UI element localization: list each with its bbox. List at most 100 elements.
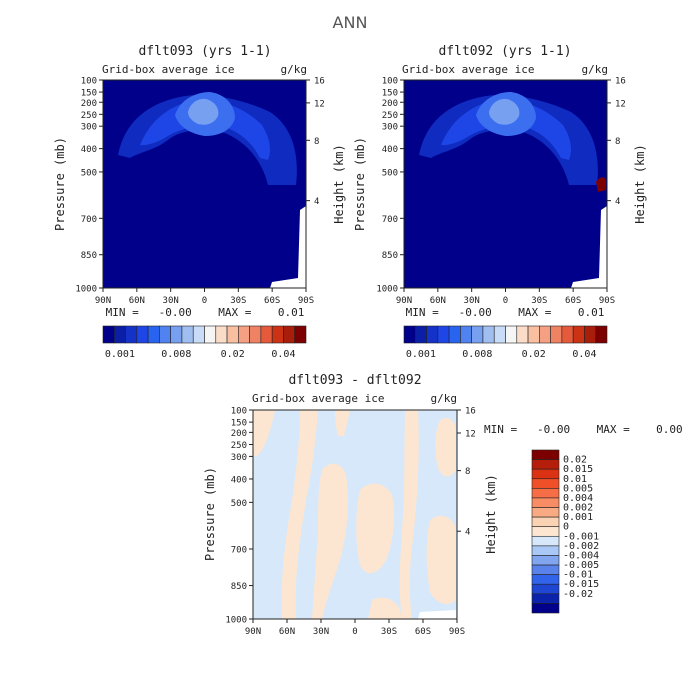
panel-2-rtick-label: 4 xyxy=(615,197,620,207)
panel-1-plot xyxy=(103,80,306,288)
panel-2-min-max: MIN = -0.00 MAX = 0.01 xyxy=(406,306,605,319)
panel-3-ytick-label: 700 xyxy=(231,545,247,555)
panel-2-colorbar-swatch xyxy=(573,326,584,343)
panel-1-colorbar-swatch xyxy=(103,326,114,343)
panel-1-ytick-label: 500 xyxy=(81,168,97,178)
panel-1-xtick-label: 90S xyxy=(298,296,314,306)
panel-3-colorbar-swatch xyxy=(532,450,559,460)
panel-1-rtick-label: 4 xyxy=(314,197,319,207)
panel-2-ytick-label: 700 xyxy=(382,215,398,225)
panel-3-colorbar-swatch xyxy=(532,488,559,498)
panel-1-ytick-label: 700 xyxy=(81,215,97,225)
panel-3-colorbar-swatch xyxy=(532,603,559,613)
panel-2-ytick-label: 150 xyxy=(382,89,398,99)
panel-3-positive-patch xyxy=(427,516,456,604)
panel-1-colorbar-swatch xyxy=(182,326,193,343)
panel-2-xtick-label: 90N xyxy=(396,296,412,306)
panel-1-colorbar-swatch xyxy=(193,326,204,343)
panel-2-colorbar-label: 0.02 xyxy=(522,349,546,360)
panel-1-ylabel: Pressure (mb) xyxy=(53,137,67,231)
panel-3-xtick-label: 60N xyxy=(279,627,295,637)
panel-3-xtick-label: 90S xyxy=(449,627,465,637)
panel-3-rtick-label: 4 xyxy=(465,528,470,538)
panel-2-colorbar-label: 0.04 xyxy=(572,349,596,360)
panel-1-ytick-label: 150 xyxy=(81,89,97,99)
panel-2-colorbar-swatch xyxy=(404,326,415,343)
panel-1-xtick-label: 0 xyxy=(202,296,207,306)
panel-1-colorbar-swatch xyxy=(272,326,283,343)
panel-3-ytick-label: 300 xyxy=(231,453,247,463)
panel-2-ytick-label: 500 xyxy=(382,168,398,178)
panel-2-xtick-label: 90S xyxy=(599,296,615,306)
panel-3-ytick-label: 850 xyxy=(231,582,247,592)
panel-1-xtick-label: 30N xyxy=(163,296,179,306)
panel-1-colorbar-swatch xyxy=(216,326,227,343)
panel-1-ytick-label: 250 xyxy=(81,111,97,121)
panel-1-title: dflt093 (yrs 1-1) xyxy=(138,44,271,59)
panel-3-min-max: MIN = -0.00 MAX = 0.00 xyxy=(484,423,683,436)
panel-2-ytick-label: 100 xyxy=(382,77,398,87)
panel-2-colorbar-label: 0.001 xyxy=(406,349,436,360)
panel-2-colorbar-swatch xyxy=(472,326,483,343)
panel-3-xtick-label: 30N xyxy=(313,627,329,637)
panel-3-colorbar-swatch xyxy=(532,555,559,565)
panel-3-ytick-label: 200 xyxy=(231,429,247,439)
panel-2-ylabel: Pressure (mb) xyxy=(353,137,367,231)
panel-2-units: g/kg xyxy=(582,63,609,76)
panel-3-colorbar-swatch xyxy=(532,517,559,527)
panel-3-rtick-label: 12 xyxy=(465,429,476,439)
panel-2-ytick-label: 1000 xyxy=(376,285,398,295)
panel-1-colorbar-swatch xyxy=(205,326,216,343)
panel-3-ylabel-right: Height (km) xyxy=(484,474,498,553)
panel-1-colorbar-swatch xyxy=(148,326,159,343)
panel-1-min-max: MIN = -0.00 MAX = 0.01 xyxy=(106,306,305,319)
panel-3-colorbar-swatch xyxy=(532,479,559,489)
panel-1-ytick-label: 1000 xyxy=(75,285,97,295)
panel-3-ylabel: Pressure (mb) xyxy=(203,467,217,561)
panel-1-colorbar-swatch xyxy=(171,326,182,343)
panel-3-colorbar-swatch xyxy=(532,584,559,594)
panel-2-xtick-label: 60S xyxy=(565,296,581,306)
panel-3-xtick-label: 90N xyxy=(245,627,261,637)
panel-3-colorbar-swatch xyxy=(532,460,559,470)
panel-3-colorbar-swatch xyxy=(532,575,559,585)
panel-2-colorbar-swatch xyxy=(584,326,595,343)
panel-2-colorbar-swatch xyxy=(562,326,573,343)
panel-2-rtick-label: 12 xyxy=(615,99,626,109)
panel-3-colorbar-swatch xyxy=(532,565,559,575)
panel-3-field-label: Grid-box average ice xyxy=(252,392,384,405)
panel-2-ytick-label: 250 xyxy=(382,111,398,121)
panel-2-ylabel-right: Height (km) xyxy=(633,144,647,223)
panel-3-colorbar-swatch xyxy=(532,469,559,479)
panel-1-rtick-label: 12 xyxy=(314,99,325,109)
panel-2-colorbar-swatch xyxy=(427,326,438,343)
panel-1-colorbar-label: 0.04 xyxy=(271,349,295,360)
panel-3-ytick-label: 400 xyxy=(231,475,247,485)
panel-2-xtick-label: 30S xyxy=(531,296,547,306)
panel-1-rtick-label: 8 xyxy=(314,137,319,147)
panel-1: dflt093 (yrs 1-1) Grid-box average ice g… xyxy=(53,44,346,360)
panel-2-plot xyxy=(404,80,607,288)
panel-1-colorbar-label: 0.008 xyxy=(161,349,191,360)
panel-3-xtick-label: 30S xyxy=(381,627,397,637)
panel-2: dflt092 (yrs 1-1) Grid-box average ice g… xyxy=(353,44,647,360)
panel-1-colorbar-swatch xyxy=(250,326,261,343)
panel-1-colorbar-swatch xyxy=(238,326,249,343)
panel-2-rtick-label: 16 xyxy=(615,77,626,87)
panel-3-ytick-label: 1000 xyxy=(225,616,247,626)
panel-2-xtick-label: 0 xyxy=(503,296,508,306)
panel-2-colorbar-swatch xyxy=(438,326,449,343)
panel-1-colorbar-swatch xyxy=(114,326,125,343)
panel-3-plot xyxy=(253,410,457,619)
panel-1-ylabel-right: Height (km) xyxy=(332,144,346,223)
panel-3-rtick-label: 8 xyxy=(465,467,470,477)
panel-1-colorbar-swatch xyxy=(159,326,170,343)
panel-2-colorbar-swatch xyxy=(528,326,539,343)
panel-3-colorbar-swatch xyxy=(532,498,559,508)
panel-3-xtick-label: 0 xyxy=(352,627,357,637)
panel-1-units: g/kg xyxy=(281,63,308,76)
panel-2-rtick-label: 8 xyxy=(615,137,620,147)
panel-3-colorbar-swatch xyxy=(532,527,559,537)
panel-3-colorbar-swatch xyxy=(532,536,559,546)
